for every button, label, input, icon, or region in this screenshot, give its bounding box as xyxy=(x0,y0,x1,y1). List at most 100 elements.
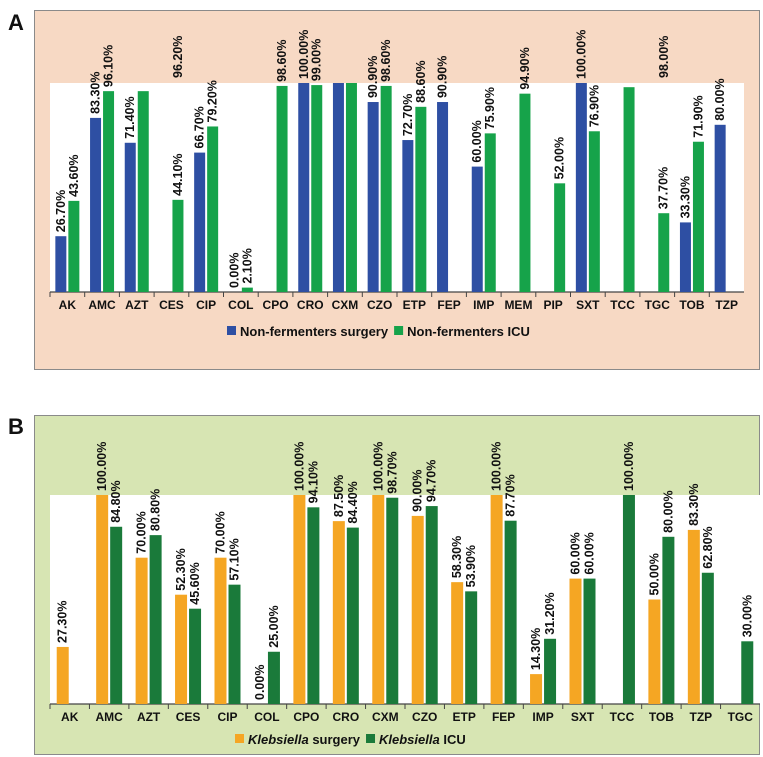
data-label: 100.00% xyxy=(574,30,588,79)
x-tick-label: TCC xyxy=(610,710,635,724)
data-label: 70.00% xyxy=(214,511,228,553)
bar xyxy=(214,557,227,704)
x-tick-label: CZO xyxy=(412,710,437,724)
x-tick-label: SXT xyxy=(576,298,600,312)
data-label: 62.80% xyxy=(701,526,715,568)
data-label: 94.90% xyxy=(518,47,532,89)
data-label: 96.10% xyxy=(102,45,116,87)
bar xyxy=(519,93,531,292)
data-label: 94.10% xyxy=(306,461,320,503)
x-tick-label: COL xyxy=(228,298,253,312)
data-label: 44.10% xyxy=(171,153,185,195)
bar xyxy=(207,126,219,292)
x-tick-label: CIP xyxy=(196,298,216,312)
data-label: 76.90% xyxy=(587,85,601,127)
data-label: 83.30% xyxy=(89,71,103,113)
legend-swatch xyxy=(394,326,404,335)
data-label: 100.00% xyxy=(490,442,504,491)
bar xyxy=(346,527,359,704)
x-tick-label: AK xyxy=(61,710,79,724)
legend-swatch xyxy=(366,734,376,743)
bar xyxy=(386,497,399,704)
bar xyxy=(451,582,464,704)
bar xyxy=(96,495,109,704)
data-label: 79.20% xyxy=(206,80,220,122)
data-label: 71.40% xyxy=(123,96,137,138)
bar xyxy=(276,85,288,293)
bar xyxy=(658,213,670,292)
bar xyxy=(293,495,306,704)
bar xyxy=(714,124,726,292)
data-label: 37.70% xyxy=(657,167,671,209)
bar xyxy=(228,584,241,704)
data-label: 52.30% xyxy=(174,548,188,590)
data-label: 98.60% xyxy=(275,40,289,82)
bar xyxy=(425,506,438,704)
data-label: 100.00% xyxy=(297,30,311,79)
data-label: 60.00% xyxy=(569,532,583,574)
legend-swatch xyxy=(227,326,236,335)
data-label: 90.90% xyxy=(436,56,450,98)
x-tick-label: TZP xyxy=(715,298,738,312)
bar xyxy=(110,526,123,704)
x-tick-label: CRO xyxy=(332,710,359,724)
bar xyxy=(415,106,427,293)
bar xyxy=(135,557,148,704)
data-label: 75.90% xyxy=(483,87,497,129)
bar xyxy=(311,85,323,292)
bar xyxy=(124,142,136,292)
bar xyxy=(588,131,600,292)
x-tick-label: COL xyxy=(254,710,279,724)
data-label: 66.70% xyxy=(193,106,207,148)
data-label: 87.50% xyxy=(332,475,346,517)
data-label: 58.30% xyxy=(450,536,464,578)
x-tick-label: TOB xyxy=(649,710,674,724)
data-label: 33.30% xyxy=(678,176,692,218)
data-label: 45.60% xyxy=(188,562,202,604)
data-label: 84.40% xyxy=(346,481,360,523)
bar xyxy=(103,91,115,292)
bar xyxy=(679,222,691,292)
bar xyxy=(622,495,635,704)
x-tick-label: IMP xyxy=(473,298,494,312)
data-label: 100.00% xyxy=(292,442,306,491)
x-tick-label: PIP xyxy=(543,298,562,312)
data-label: 90.00% xyxy=(411,469,425,511)
bar xyxy=(332,521,345,704)
bar xyxy=(554,183,566,292)
data-label: 98.00% xyxy=(657,36,671,78)
data-label: 27.30% xyxy=(56,601,70,643)
data-label: 52.00% xyxy=(553,137,567,179)
bar xyxy=(583,578,596,704)
x-tick-label: AMC xyxy=(96,710,124,724)
bar xyxy=(575,83,587,292)
bar xyxy=(189,608,202,704)
bar xyxy=(741,641,754,704)
bar xyxy=(544,638,557,704)
legend-label: Klebsiella ICU xyxy=(379,732,466,747)
bar xyxy=(90,117,102,292)
data-label: 90.90% xyxy=(366,56,380,98)
x-tick-label: CPO xyxy=(293,710,319,724)
x-tick-label: IMP xyxy=(532,710,553,724)
bar xyxy=(68,200,80,292)
bar xyxy=(137,91,149,292)
data-label: 70.00% xyxy=(135,511,149,553)
legend-label: Non-fermenters ICU xyxy=(407,324,530,339)
x-tick-label: CES xyxy=(176,710,201,724)
bar xyxy=(194,152,206,292)
data-label: 2.10% xyxy=(240,248,254,283)
data-label: 71.90% xyxy=(691,95,705,137)
bar xyxy=(372,495,385,704)
x-tick-label: TZP xyxy=(689,710,712,724)
legend-swatch xyxy=(235,734,244,743)
plot-area xyxy=(50,495,760,704)
bar xyxy=(465,591,478,704)
data-label: 0.00% xyxy=(253,665,267,700)
panel-b-letter: B xyxy=(8,414,24,439)
bar xyxy=(55,236,67,292)
bar xyxy=(345,83,357,292)
data-label: 80.00% xyxy=(713,78,727,120)
data-label: 87.70% xyxy=(504,474,518,516)
